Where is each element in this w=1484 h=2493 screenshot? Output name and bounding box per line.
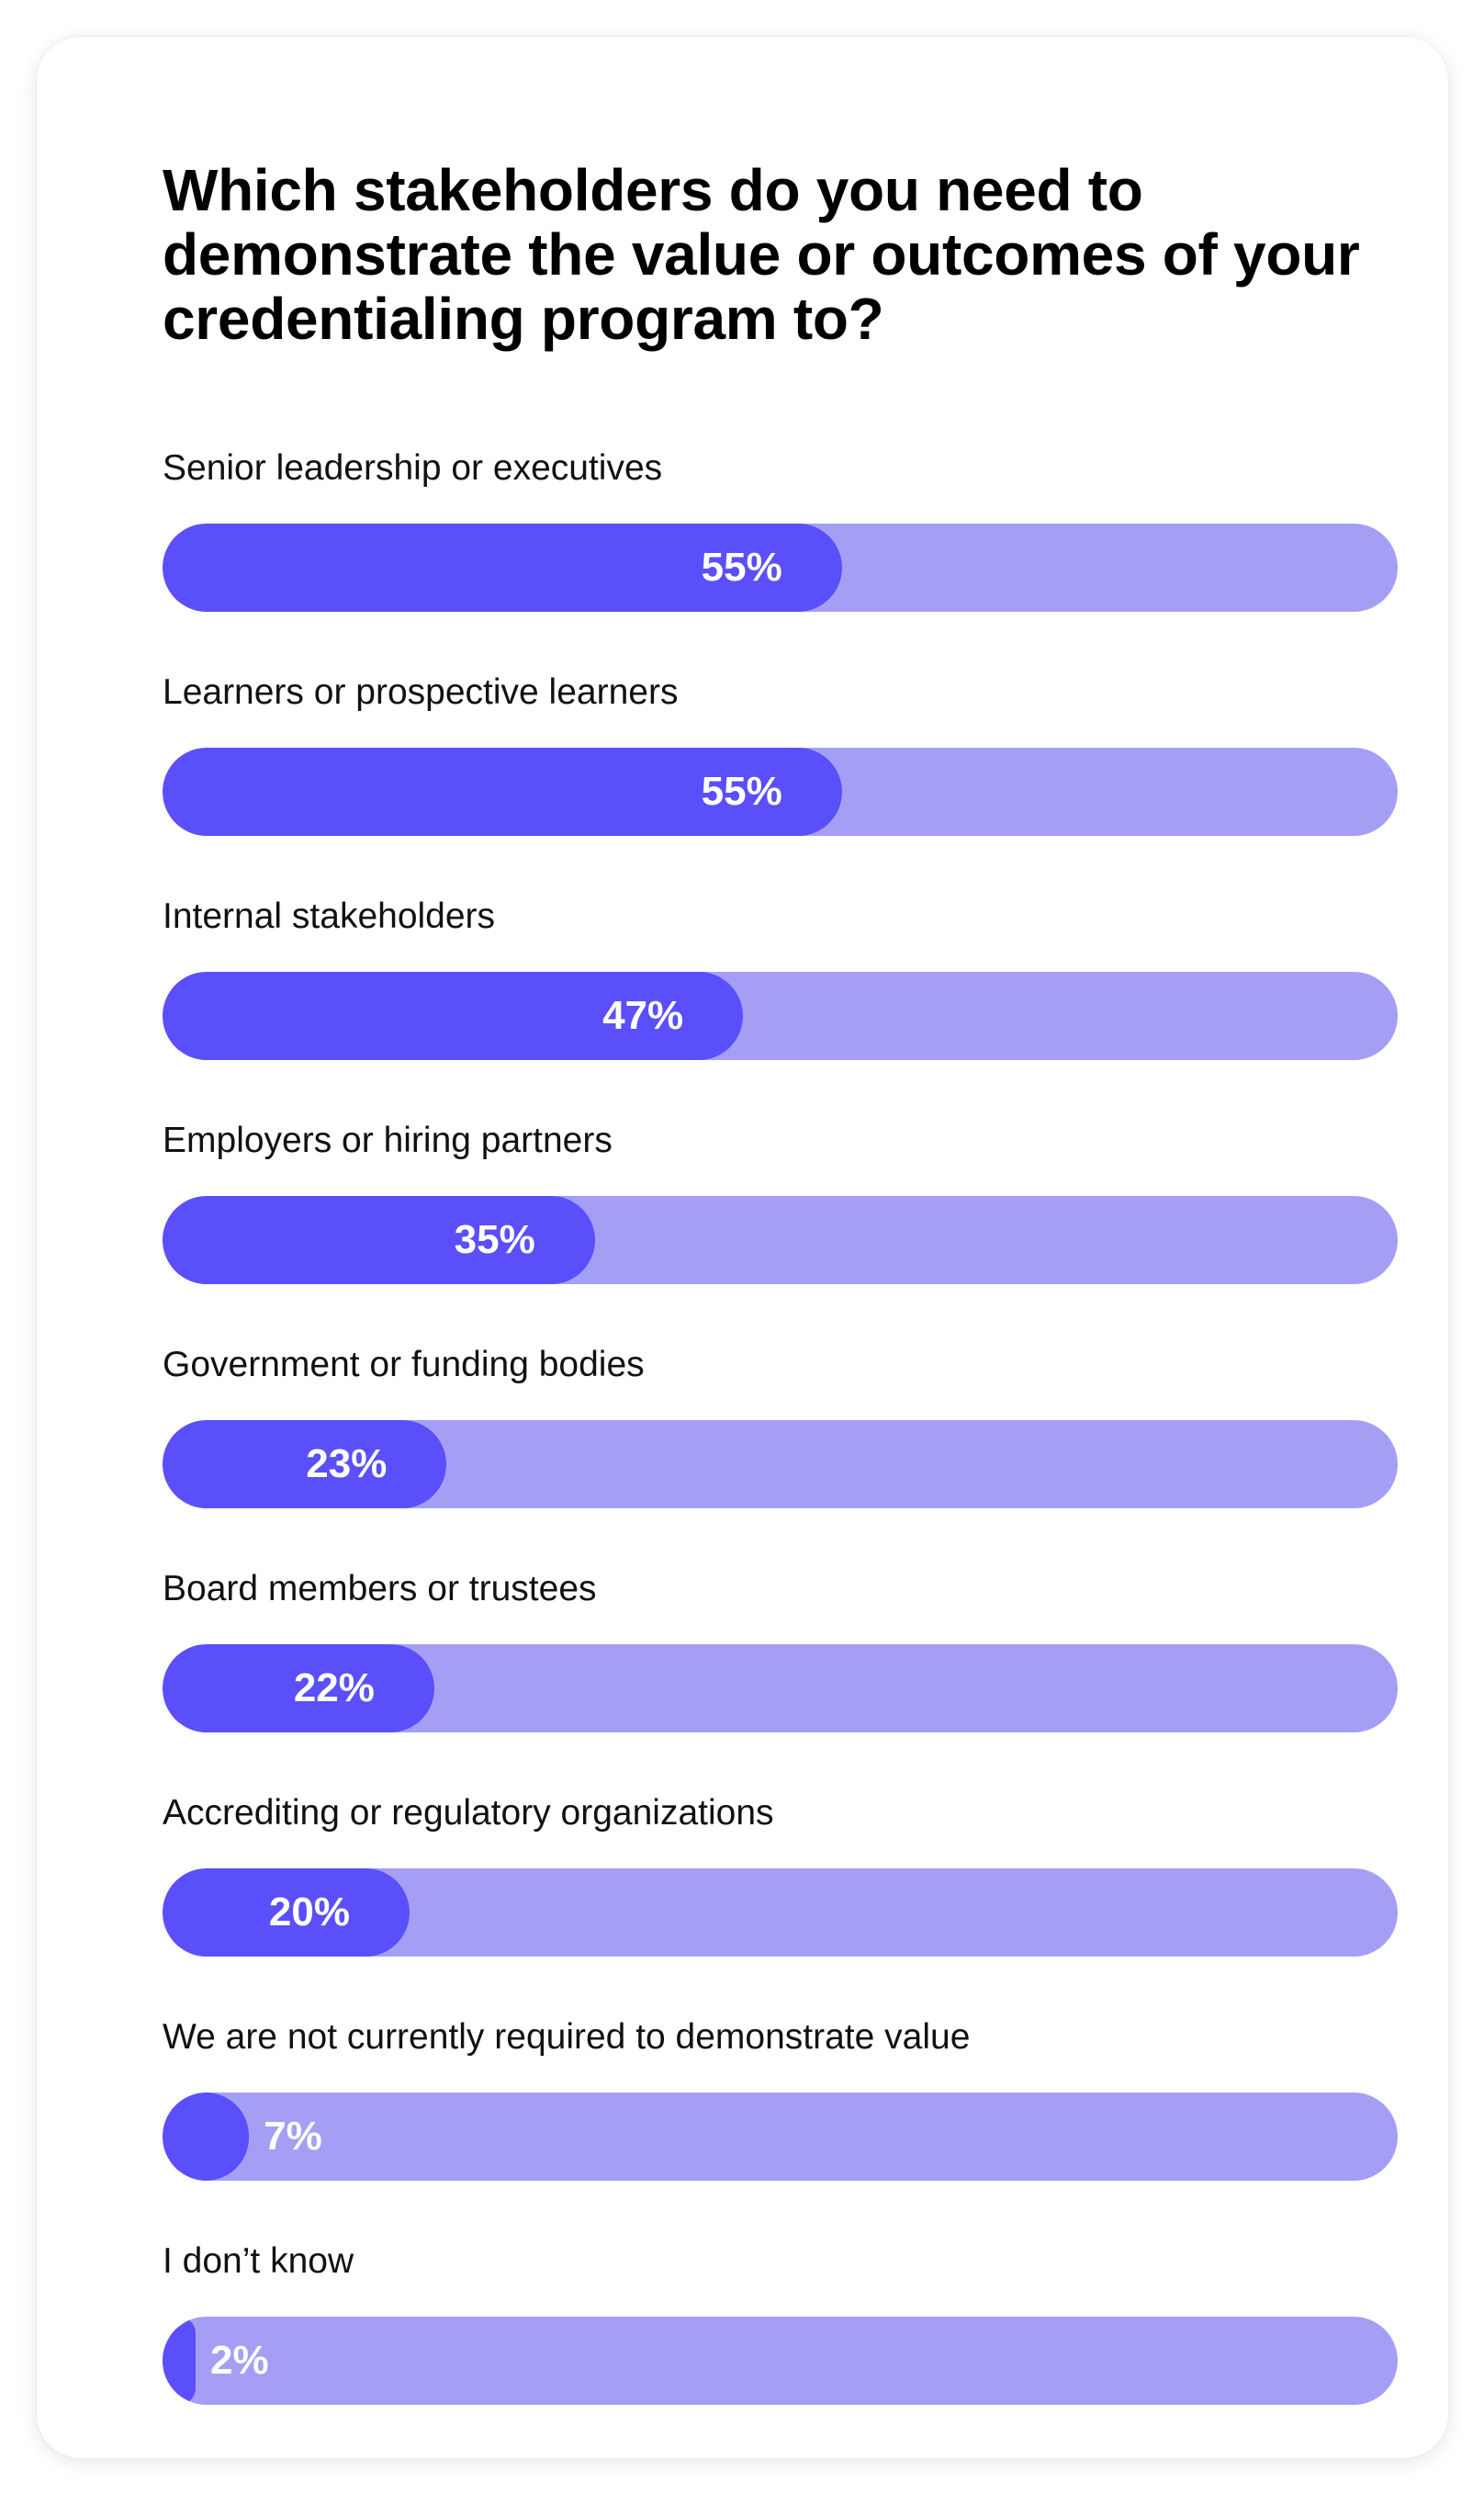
bar-track: 2% (163, 2317, 1398, 2405)
bar-label: Internal stakeholders (163, 897, 496, 936)
bar-track: 23% (163, 1420, 1398, 1508)
bar-value-label: 22% (293, 1665, 375, 1710)
bar-value-label: 20% (268, 1889, 350, 1935)
bar-fill (163, 2093, 250, 2181)
bar-track: 7% (163, 2093, 1398, 2181)
bar-fill (163, 2317, 196, 2405)
bar-value-label: 2% (210, 2338, 269, 2383)
bar-value-label: 7% (264, 2114, 322, 2159)
bar-value-label: 23% (306, 1441, 388, 1486)
bar-track: 47% (163, 972, 1398, 1060)
bar-row: Employers or hiring partners 35% (163, 1104, 1398, 1328)
bar-row: We are not currently required to demonst… (163, 2001, 1398, 2225)
bar-fill (163, 1868, 410, 1957)
bar-label: Senior leadership or executives (163, 448, 663, 488)
bar-fill (163, 1420, 447, 1508)
bar-label: Board members or trustees (163, 1569, 597, 1608)
bar-label: Employers or hiring partners (163, 1121, 613, 1160)
bar-fill (163, 972, 744, 1060)
bar-row: Government or funding bodies 23% (163, 1328, 1398, 1552)
bar-track: 22% (163, 1644, 1398, 1732)
bar-label: Accrediting or regulatory organizations (163, 1793, 774, 1833)
bar-label: We are not currently required to demonst… (163, 2017, 971, 2057)
bar-track: 55% (163, 748, 1398, 836)
bar-fill (163, 524, 842, 612)
bar-value-label: 47% (602, 993, 684, 1038)
bar-fill (163, 748, 842, 836)
bar-label: Learners or prospective learners (163, 672, 679, 712)
chart-title: Which stakeholders do you need to demons… (163, 157, 1360, 352)
chart-card: Which stakeholders do you need to demons… (37, 37, 1448, 2458)
bar-label: I don’t know (163, 2241, 354, 2281)
bar-value-label: 55% (701, 545, 782, 590)
bar-row: Learners or prospective learners 55% (163, 656, 1398, 880)
bar-row: Internal stakeholders 47% (163, 880, 1398, 1104)
bar-row: Board members or trustees 22% (163, 1552, 1398, 1777)
bar-track: 20% (163, 1868, 1398, 1957)
bar-fill (163, 1644, 434, 1732)
bar-fill (163, 1196, 595, 1284)
bar-row: I don’t know 2% (163, 2225, 1398, 2449)
bar-value-label: 55% (701, 769, 782, 814)
bar-row: Senior leadership or executives 55% (163, 432, 1398, 656)
bar-value-label: 35% (454, 1217, 535, 1262)
bar-label: Government or funding bodies (163, 1345, 645, 1384)
bar-list: Senior leadership or executives 55% Learne… (163, 432, 1398, 2449)
bar-track: 35% (163, 1196, 1398, 1284)
bar-row: Accrediting or regulatory organizations 2… (163, 1777, 1398, 2001)
bar-track: 55% (163, 524, 1398, 612)
